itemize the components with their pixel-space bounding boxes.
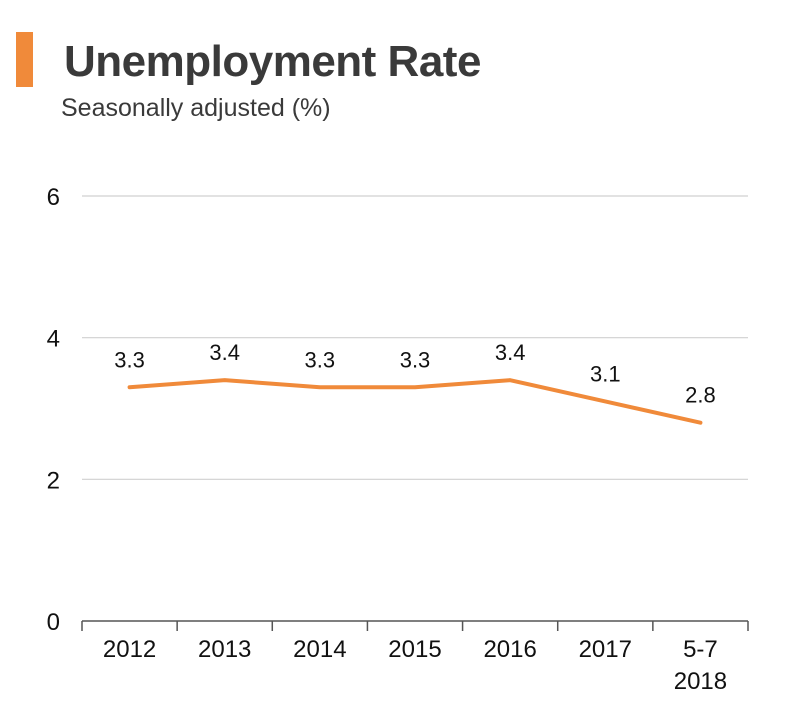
x-tick-label: 2016 — [483, 636, 536, 663]
y-tick-label: 0 — [47, 609, 60, 636]
x-tick-label: 5-7 — [683, 636, 718, 663]
data-label: 3.4 — [495, 340, 526, 365]
x-tick-label: 2013 — [198, 636, 251, 663]
series-line — [127, 378, 703, 425]
x-tick-label: 2017 — [579, 636, 632, 663]
x-tick-label: 2015 — [388, 636, 441, 663]
data-label: 3.4 — [209, 340, 240, 365]
chart-title: Unemployment Rate — [64, 37, 481, 86]
y-tick-label: 2 — [47, 467, 60, 494]
y-tick-label: 6 — [47, 184, 60, 211]
data-label: 3.1 — [590, 361, 621, 386]
chart-subtitle: Seasonally adjusted (%) — [61, 94, 331, 122]
x-tick-label: 2014 — [293, 636, 346, 663]
data-label: 3.3 — [400, 347, 431, 372]
data-label: 3.3 — [114, 347, 145, 372]
x-tick-label: 2012 — [103, 636, 156, 663]
data-label: 3.3 — [305, 347, 336, 372]
x-tick-label: 2018 — [674, 668, 727, 695]
title-accent-bar — [16, 32, 33, 87]
y-tick-label: 4 — [47, 326, 60, 353]
data-label: 2.8 — [685, 383, 716, 408]
